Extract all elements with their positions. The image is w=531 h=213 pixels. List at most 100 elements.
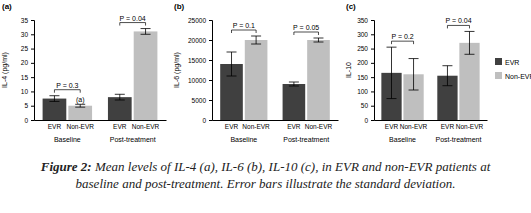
error-bar — [289, 82, 299, 86]
bar — [283, 84, 306, 120]
y-tick: 0 — [24, 117, 34, 124]
x-tick-label: Post-treatment — [436, 136, 482, 143]
bar-series-label: Non-EVR — [456, 123, 484, 130]
x-axis-line — [375, 120, 488, 121]
x-axis: BaselinePost-treatment — [213, 120, 339, 143]
error-cap — [115, 94, 125, 95]
y-tick: 0 — [364, 117, 374, 124]
error-cap — [289, 86, 299, 87]
y-tick-mark — [371, 91, 374, 92]
marks — [43, 29, 158, 120]
legend-swatch — [495, 72, 502, 79]
y-tick-label: 100 — [357, 88, 368, 95]
bar-series-label: EVR — [225, 123, 239, 130]
bar-series-label: EVR — [113, 123, 127, 130]
significance-bracket — [447, 25, 469, 28]
legend-item: Non-EVR — [495, 72, 531, 80]
y-tick-label: 20000 — [188, 37, 206, 44]
y-tick-label: 0 — [202, 117, 206, 124]
y-tick: 10 — [21, 88, 34, 95]
y-tick-label: 10 — [21, 88, 29, 95]
y-tick-mark — [371, 77, 374, 78]
y-tick: 150 — [357, 74, 374, 81]
error-cap — [387, 47, 397, 48]
y-tick: 350 — [357, 17, 374, 24]
y-tick: 0 — [202, 117, 212, 124]
y-axis-line — [371, 21, 375, 121]
bar — [459, 43, 479, 120]
error-line — [231, 52, 232, 76]
error-line — [54, 96, 55, 102]
bar — [245, 40, 268, 120]
error-bar — [464, 31, 474, 54]
error-bar — [442, 66, 452, 86]
y-tick: 20 — [21, 59, 34, 66]
y-tick-mark — [209, 40, 212, 41]
error-line — [145, 29, 146, 35]
error-cap — [313, 38, 323, 39]
y-tick-label: 150 — [357, 74, 368, 81]
y-tick-mark — [209, 80, 212, 81]
bar-series-label: EVR — [48, 123, 62, 130]
x-axis-line — [35, 120, 167, 121]
figure: (a)05101520253035IL-4 (pg/ml)BaselinePos… — [0, 0, 531, 150]
bar — [68, 106, 92, 120]
y-tick-mark — [31, 120, 34, 121]
y-tick-label: 0 — [24, 117, 28, 124]
caption-text: Mean levels of IL-4 (a), IL-6 (b), IL-10… — [76, 159, 491, 191]
y-tick-label: 50 — [361, 102, 369, 109]
error-line — [293, 82, 294, 86]
y-tick-label: 20 — [21, 59, 29, 66]
plot: 05101520253035IL-4 (pg/ml)BaselinePost-t… — [1, 15, 167, 143]
legend-label: Non-EVR — [505, 73, 531, 80]
y-tick-label: 5 — [24, 102, 28, 109]
x-tick-label: Baseline — [389, 136, 416, 143]
y-tick: 35 — [21, 17, 34, 24]
error-bar — [75, 104, 85, 107]
y-tick-label: 15000 — [188, 57, 206, 64]
y-tick-label: 25 — [21, 45, 29, 52]
x-tick-label: Baseline — [54, 136, 81, 143]
panel: (a)05101520253035IL-4 (pg/ml)BaselinePos… — [1, 2, 167, 143]
annotation: P = 0.05 — [293, 24, 319, 31]
error-bar — [409, 59, 419, 90]
y-tick-label: 200 — [357, 59, 368, 66]
error-cap — [464, 31, 474, 32]
y-tick: 20000 — [188, 37, 212, 44]
error-cap — [387, 98, 397, 99]
error-cap — [289, 82, 299, 83]
error-cap — [227, 76, 237, 77]
bar — [134, 31, 158, 120]
plot: 0500010000150002000025000IL-6 (pg/ml)Bas… — [173, 17, 339, 143]
y-tick-mark — [371, 106, 374, 107]
y-tick: 250 — [357, 45, 374, 52]
y-tick-label: 35 — [21, 17, 29, 24]
legend-item: EVR — [495, 58, 519, 66]
y-tick: 300 — [357, 31, 374, 38]
legend: EVR Non-EVR — [495, 58, 531, 80]
bar-series-label: Non-EVR — [305, 123, 333, 130]
y-tick-mark — [209, 100, 212, 101]
y-tick-mark — [371, 34, 374, 35]
error-line — [447, 66, 448, 86]
caption: Figure 2: Mean levels of IL-4 (a), IL-6 … — [0, 154, 531, 213]
error-cap — [75, 104, 85, 105]
y-tick: 25000 — [188, 17, 212, 24]
y-tick-label: 10000 — [188, 77, 206, 84]
y-axis: 0500010000150002000025000 — [188, 17, 213, 124]
annotation: P = 0.04 — [445, 17, 471, 24]
annotation: P = 0.04 — [120, 15, 146, 22]
y-tick-mark — [31, 20, 34, 21]
y-axis-title: IL-10 — [345, 62, 352, 78]
error-cap — [227, 52, 237, 53]
error-cap — [141, 34, 151, 35]
error-bar — [251, 36, 261, 44]
y-tick-mark — [31, 49, 34, 50]
y-tick-label: 30 — [21, 31, 29, 38]
error-cap — [75, 107, 85, 108]
error-cap — [251, 44, 261, 45]
y-tick-mark — [31, 77, 34, 78]
marks — [220, 36, 330, 120]
y-axis: 05101520253035 — [21, 17, 35, 124]
significance-bracket — [232, 30, 257, 33]
